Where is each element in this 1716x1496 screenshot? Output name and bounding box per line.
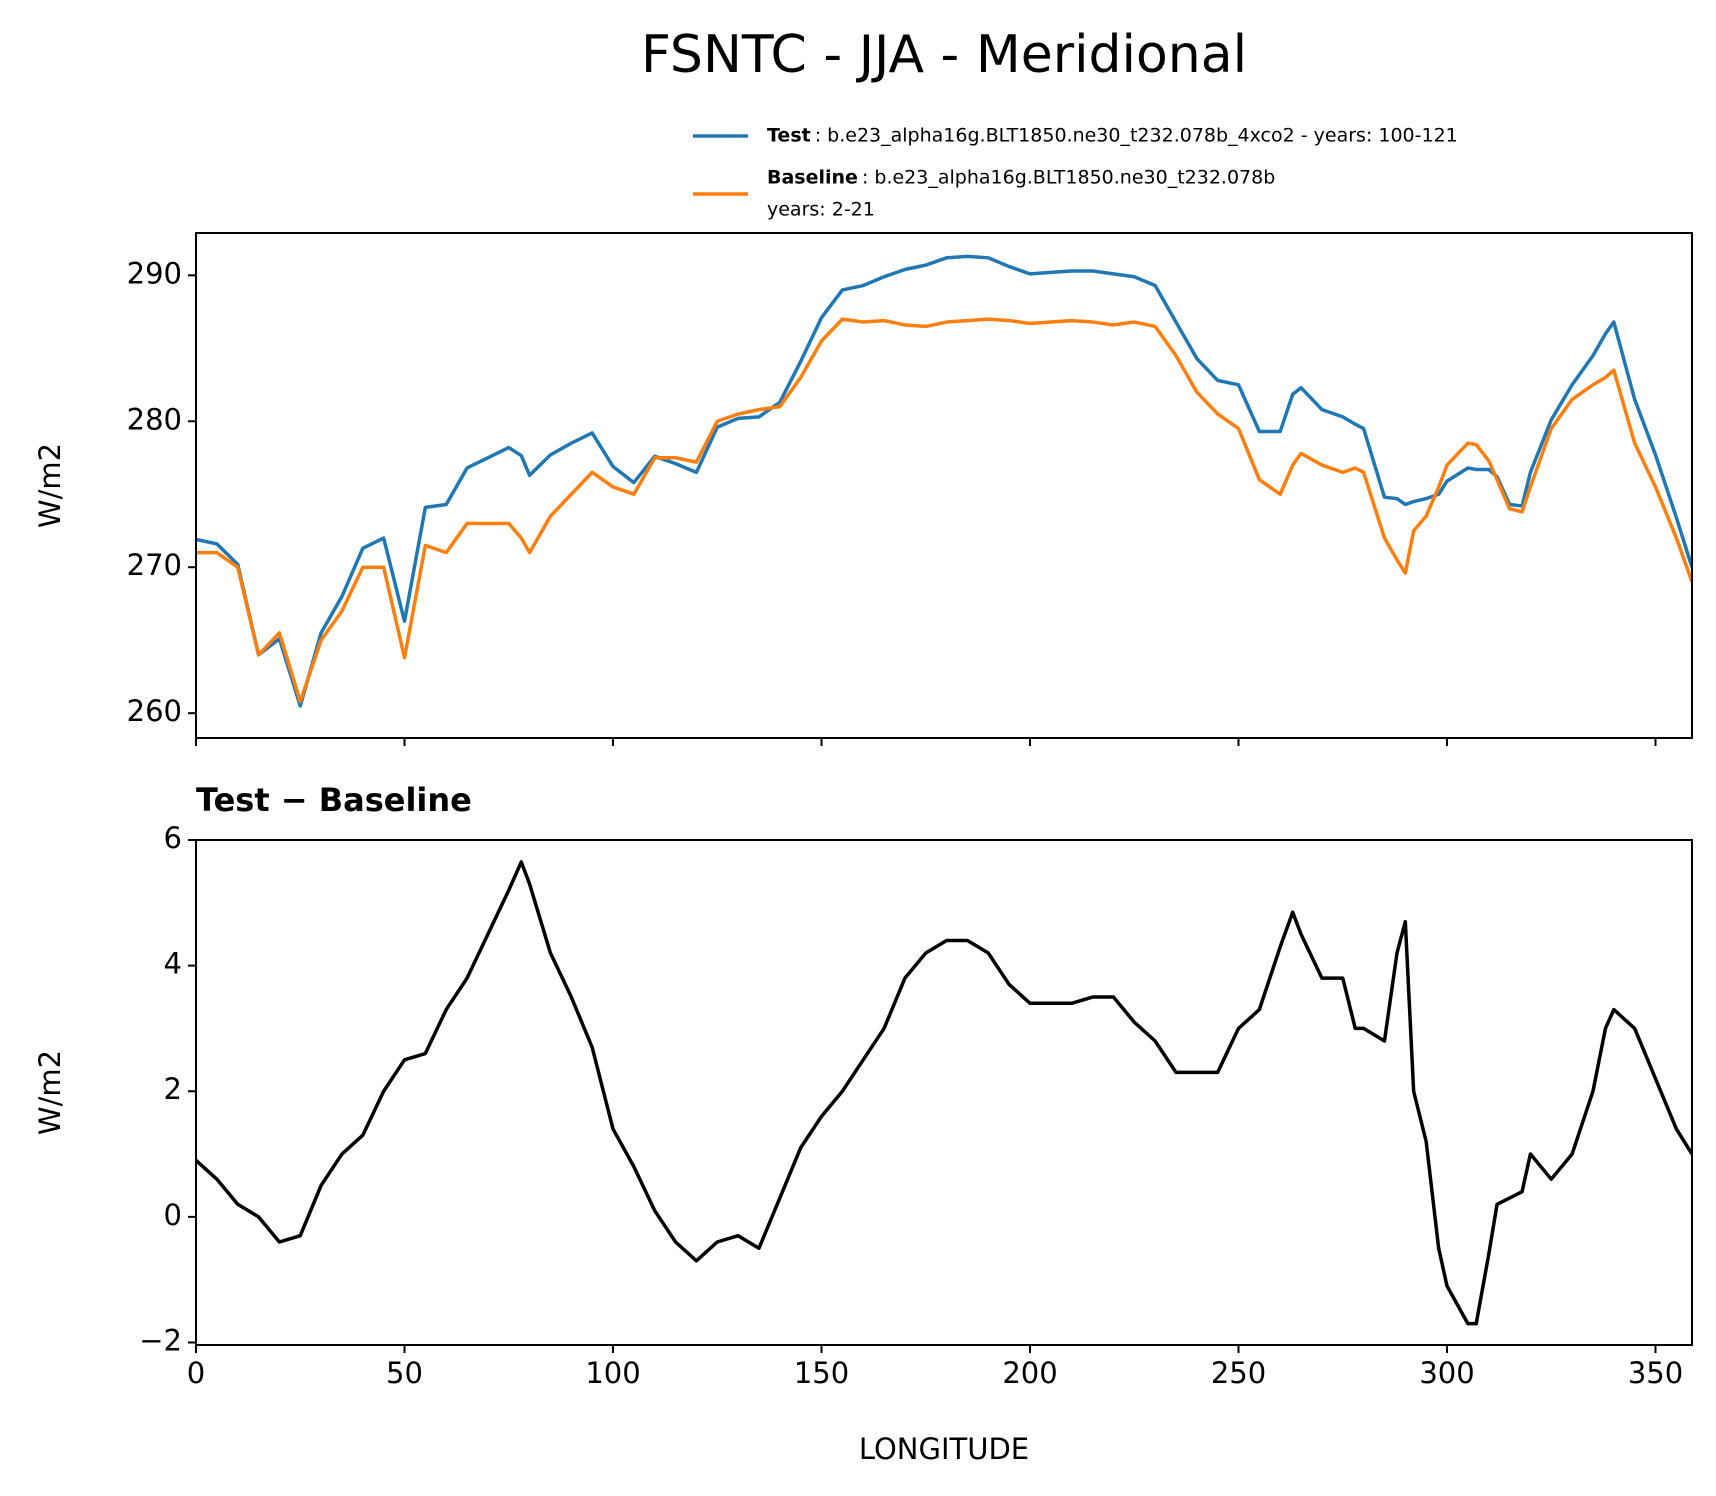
y-tick-label: 4 bbox=[164, 947, 182, 981]
x-tick-label: 300 bbox=[1419, 1356, 1474, 1390]
legend-label: years: 2-21 bbox=[767, 199, 875, 221]
x-tick-label: 100 bbox=[585, 1356, 640, 1390]
data-line bbox=[196, 860, 1692, 1326]
x-tick-label: 250 bbox=[1211, 1356, 1266, 1390]
y-tick-label: 260 bbox=[127, 694, 182, 728]
data-line bbox=[196, 254, 1692, 708]
x-tick-label: 50 bbox=[386, 1356, 423, 1390]
y-tick-label: −2 bbox=[139, 1323, 182, 1357]
axes-frame bbox=[195, 839, 1693, 1346]
x-tick-label: 0 bbox=[187, 1356, 205, 1390]
y-tick-label: 270 bbox=[127, 548, 182, 582]
y-tick-label: 0 bbox=[164, 1198, 182, 1232]
legend-name: Baseline bbox=[767, 167, 858, 189]
x-tick-label: 200 bbox=[1002, 1356, 1057, 1390]
x-axis-label: LONGITUDE bbox=[859, 1432, 1029, 1466]
y-tick-label: 2 bbox=[164, 1072, 182, 1106]
y-axis-label: W/m2 bbox=[33, 443, 67, 528]
y-tick-label: 290 bbox=[127, 256, 182, 290]
legend-name: Test bbox=[767, 125, 811, 147]
y-tick-label: 6 bbox=[164, 821, 182, 855]
figure-title: FSNTC - JJA - Meridional bbox=[641, 25, 1247, 85]
axes-title: Test − Baseline bbox=[196, 781, 472, 819]
legend-label: : b.e23_alpha16g.BLT1850.ne30_t232.078b bbox=[862, 167, 1275, 189]
x-tick-label: 350 bbox=[1628, 1356, 1683, 1390]
data-line bbox=[196, 317, 1692, 704]
x-tick-label: 150 bbox=[794, 1356, 849, 1390]
legend-label: : b.e23_alpha16g.BLT1850.ne30_t232.078b_… bbox=[815, 125, 1458, 147]
y-axis-label: W/m2 bbox=[33, 1050, 67, 1135]
axes-frame bbox=[195, 232, 1693, 739]
y-tick-label: 280 bbox=[127, 402, 182, 436]
